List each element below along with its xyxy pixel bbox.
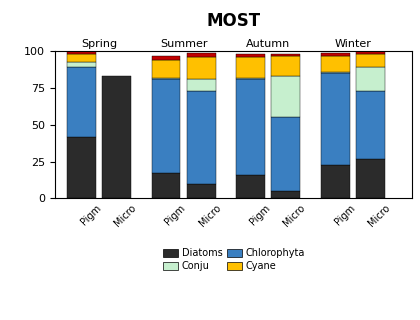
Bar [152,60,181,78]
Bar [236,57,265,78]
Bar [321,53,350,56]
Bar [271,54,300,56]
Bar [186,184,215,198]
Bar [321,73,350,164]
Text: Autumn: Autumn [246,39,290,49]
Bar [236,175,265,198]
Bar [152,173,181,198]
Bar [186,79,215,91]
Bar [356,54,385,68]
Bar [236,54,265,57]
Bar [271,76,300,117]
Bar [356,68,385,91]
Bar [356,91,385,159]
Bar [152,78,181,79]
Bar [67,61,96,68]
Bar [152,56,181,60]
Bar [186,53,215,57]
Bar [321,56,350,72]
Bar [356,51,385,54]
Bar [67,51,96,54]
Text: Summer: Summer [160,39,207,49]
Title: MOST: MOST [206,12,260,30]
Legend: Diatoms, Conju, Chlorophyta, Cyane: Diatoms, Conju, Chlorophyta, Cyane [160,244,309,275]
Bar [186,57,215,79]
Bar [236,79,265,175]
Bar [271,117,300,191]
Bar [67,137,96,198]
Bar [236,78,265,79]
Bar [271,191,300,198]
Bar [186,91,215,184]
Bar [152,79,181,173]
Bar [321,72,350,73]
Bar [102,76,131,198]
Text: Winter: Winter [334,39,371,49]
Bar [321,164,350,198]
Bar [271,56,300,76]
Text: Spring: Spring [81,39,117,49]
Bar [67,68,96,137]
Bar [356,159,385,198]
Bar [67,54,96,61]
